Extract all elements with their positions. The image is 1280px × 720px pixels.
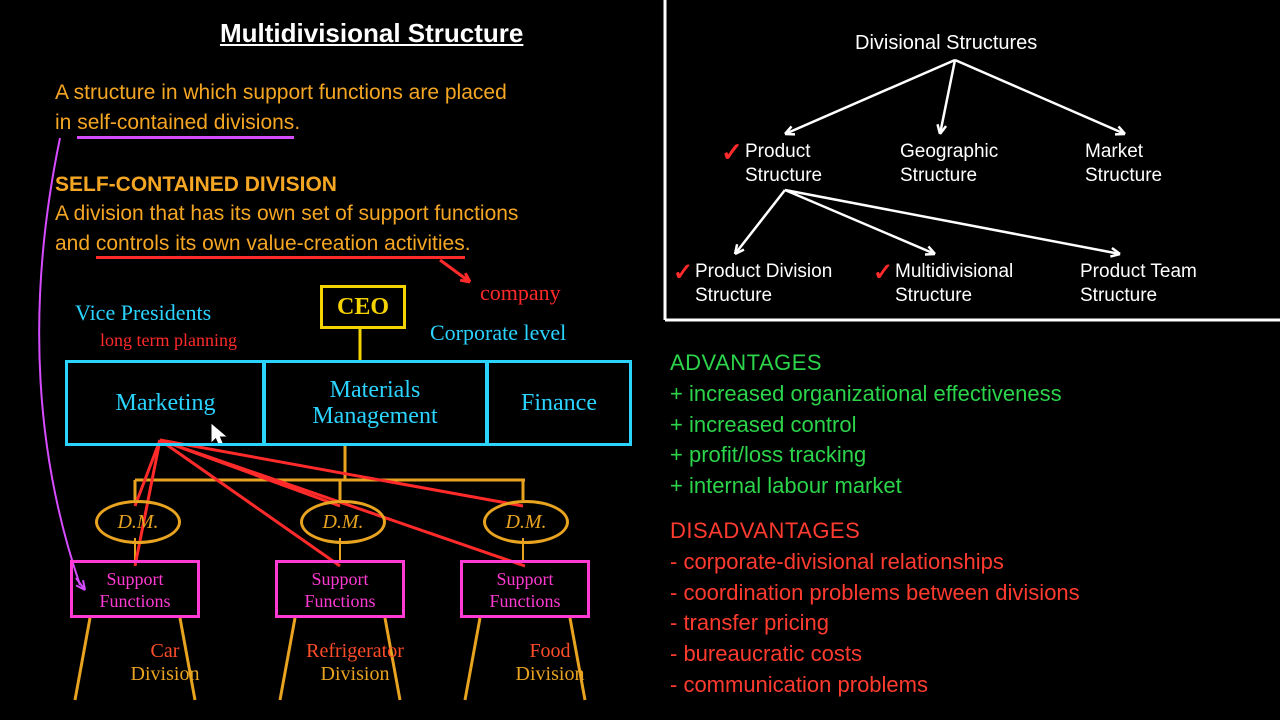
support-box: SupportFunctions: [460, 560, 590, 618]
definition-text: A structure in which support functions a…: [55, 78, 625, 139]
division-label: FoodDivision: [490, 640, 610, 686]
slide-title: Multidivisional Structure: [220, 18, 523, 49]
tree-l2-node: Product DivisionStructure: [695, 260, 832, 308]
subhead-underlined: controls its own value-creation activiti…: [96, 232, 465, 259]
disadvantages-item: - bureaucratic costs: [670, 639, 1270, 670]
ceo-box: CEO: [320, 285, 406, 329]
advantages-item: + profit/loss tracking: [670, 440, 1270, 471]
advantages-item: + increased control: [670, 410, 1270, 441]
annot-longterm: long term planning: [100, 330, 237, 351]
disadvantages-block: DISADVANTAGES- corporate-divisional rela…: [670, 516, 1270, 701]
tree-l1-node: GeographicStructure: [900, 140, 998, 188]
disadvantages-item: - transfer pricing: [670, 608, 1270, 639]
disadvantages-item: - communication problems: [670, 670, 1270, 701]
dm-oval: D.M.: [483, 500, 569, 544]
slide-canvas: Multidivisional Structure A structure in …: [0, 0, 1280, 720]
tree-l1-node: MarketStructure: [1085, 140, 1162, 188]
advantages-item: + increased organizational effectiveness: [670, 379, 1270, 410]
tree-l2-node: Product TeamStructure: [1080, 260, 1197, 308]
dm-oval: D.M.: [95, 500, 181, 544]
annot-company: company: [480, 280, 561, 306]
check-icon: ✓: [673, 258, 693, 287]
advantages-item: + internal labour market: [670, 471, 1270, 502]
dept-box: Finance: [486, 360, 632, 446]
annot-vp: Vice Presidents: [75, 300, 211, 326]
disadvantages-heading: DISADVANTAGES: [670, 516, 1270, 547]
advantages-block: ADVANTAGES+ increased organizational eff…: [670, 348, 1270, 502]
tree-root: Divisional Structures: [855, 32, 1037, 55]
support-box: SupportFunctions: [70, 560, 200, 618]
annot-corp: Corporate level: [430, 320, 566, 346]
dept-box: Marketing: [65, 360, 266, 446]
check-icon: ✓: [873, 258, 893, 287]
tree-l1-node: ProductStructure: [745, 140, 822, 188]
check-icon: ✓: [721, 138, 743, 168]
tree-l2-node: MultidivisionalStructure: [895, 260, 1013, 308]
subhead-body1: A division that has its own set of suppo…: [55, 199, 635, 228]
advantages-heading: ADVANTAGES: [670, 348, 1270, 379]
def-line1: A structure in which support functions a…: [55, 81, 507, 104]
disadvantages-item: - corporate-divisional relationships: [670, 547, 1270, 578]
def-underlined: self-contained divisions: [77, 111, 294, 139]
division-label: RefrigeratorDivision: [295, 640, 415, 686]
division-label: CarDivision: [105, 640, 225, 686]
self-contained-block: SELF-CONTAINED DIVISIONA division that h…: [55, 170, 635, 258]
dm-oval: D.M.: [300, 500, 386, 544]
dept-box: MaterialsManagement: [262, 360, 488, 446]
subhead-heading: SELF-CONTAINED DIVISION: [55, 170, 635, 199]
support-box: SupportFunctions: [275, 560, 405, 618]
disadvantages-item: - coordination problems between division…: [670, 578, 1270, 609]
